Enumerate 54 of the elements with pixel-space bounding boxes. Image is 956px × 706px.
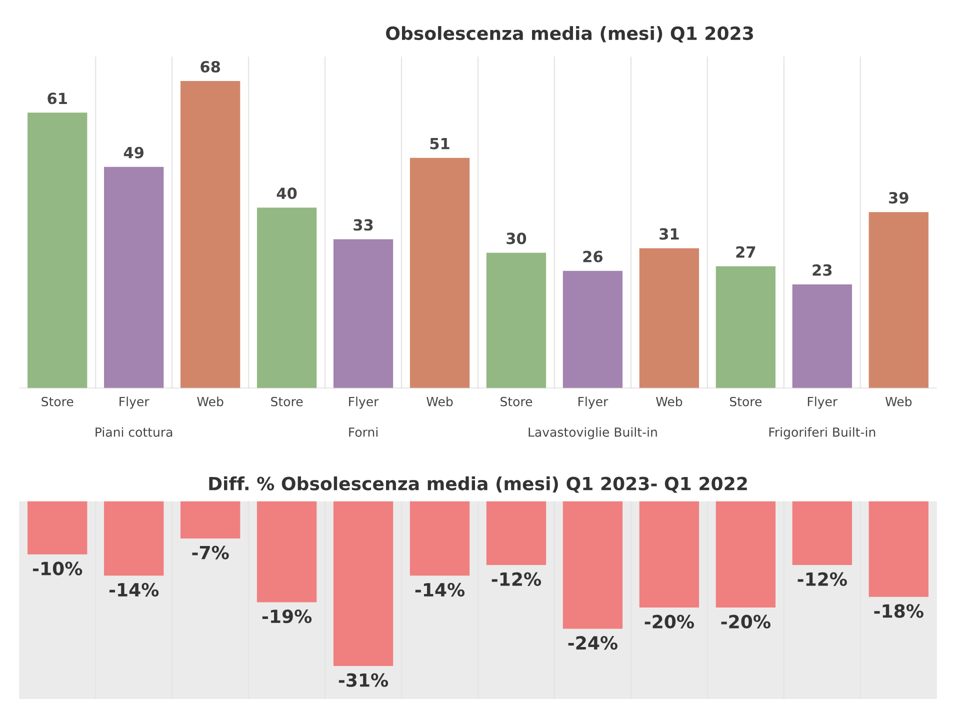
x-tick-label: Store <box>500 396 532 406</box>
bar <box>562 270 623 388</box>
data-label: -12% <box>492 572 542 586</box>
data-label: 30 <box>506 232 526 244</box>
x-tick-label: Flyer <box>578 396 608 409</box>
data-label: 49 <box>124 146 144 158</box>
bar <box>104 166 164 388</box>
data-label: 33 <box>354 219 373 231</box>
chart-title: Obsolescenza media (mesi) Q1 2023 <box>386 26 753 42</box>
data-label: -14% <box>415 582 465 597</box>
bar <box>410 158 470 388</box>
data-label: 31 <box>660 228 679 240</box>
bar <box>28 112 88 388</box>
bar <box>333 239 394 388</box>
data-label: -14% <box>109 582 159 597</box>
data-label: -19% <box>262 609 312 624</box>
bar <box>256 208 317 388</box>
data-label: 61 <box>48 92 67 104</box>
data-label: -7% <box>192 546 229 560</box>
data-label: 39 <box>889 192 908 204</box>
x-tick-label: Flyer <box>808 396 838 409</box>
data-label: -20% <box>721 614 770 628</box>
text: Lavastoviglie Built-in <box>528 427 657 440</box>
data-label: -20% <box>644 614 694 628</box>
bar <box>639 248 700 388</box>
x-tick-label: Store <box>730 396 762 406</box>
bar <box>868 212 928 388</box>
data-label: 26 <box>583 250 603 262</box>
bar <box>792 284 852 388</box>
data-label: 68 <box>200 60 220 73</box>
text: Frigoriferi Built-in <box>769 427 876 440</box>
x-tick-label: Store <box>271 396 303 406</box>
x-tick-label: Web <box>656 396 682 406</box>
bar <box>716 266 776 388</box>
x-tick-label: Web <box>197 396 224 406</box>
data-label: -12% <box>798 572 847 586</box>
data-label: -31% <box>338 673 388 687</box>
x-tick-label: Web <box>426 396 453 406</box>
data-label: 23 <box>812 264 832 276</box>
chart-title: Diff. % Obsolescenza media (mesi) Q1 2023- Q1 2022 <box>209 476 747 493</box>
text: Piani cottura <box>96 427 172 437</box>
data-label: 27 <box>736 246 756 258</box>
bar <box>486 252 546 388</box>
data-label: 40 <box>276 188 297 200</box>
x-tick-label: Flyer <box>349 396 379 409</box>
text: Forni <box>349 427 378 437</box>
data-label: -10% <box>32 562 82 576</box>
x-tick-label: Flyer <box>120 396 150 409</box>
bar <box>180 81 240 388</box>
x-tick-label: Web <box>885 396 912 406</box>
data-label: -24% <box>568 636 618 650</box>
x-tick-label: Store <box>42 396 74 406</box>
data-label: -18% <box>874 604 924 618</box>
data-label: 51 <box>430 138 450 150</box>
